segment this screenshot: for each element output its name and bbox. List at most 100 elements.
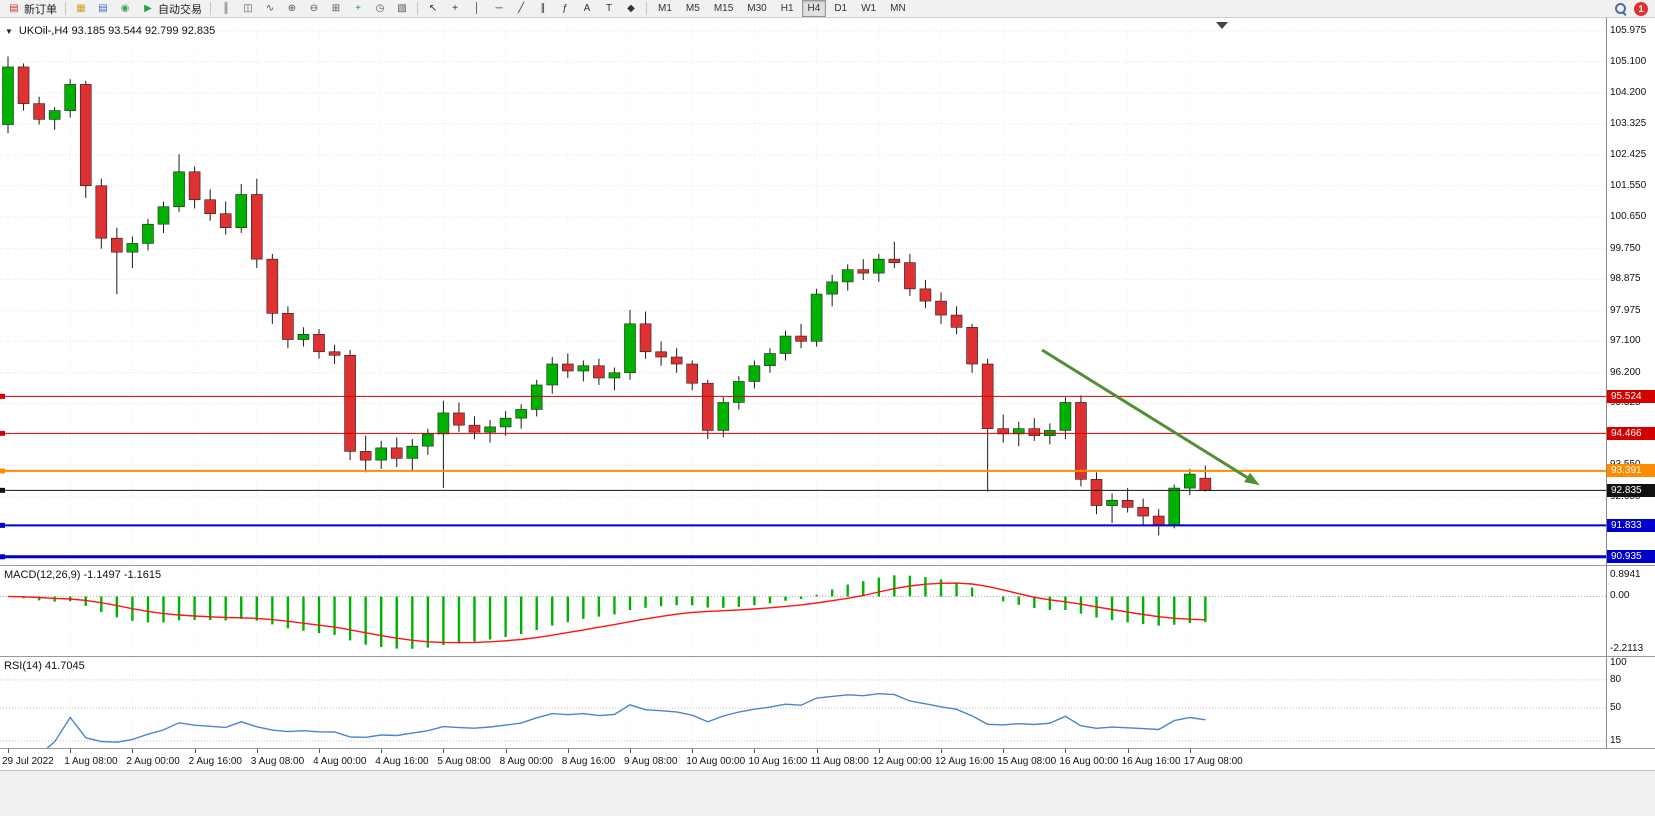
timeframe-h4-button[interactable]: H4 [801,0,827,17]
time-label: 2 Aug 00:00 [126,756,180,767]
time-label: 8 Aug 00:00 [499,756,553,767]
macd-histogram [22,575,1207,649]
bear-candle [1090,479,1103,506]
price-level-badge: 92.835 [1607,483,1655,497]
new-order-label: 新订单 [24,3,57,16]
macd-title: MACD(12,26,9) -1.1497 -1.1615 [4,569,162,581]
time-axis[interactable]: 29 Jul 2022 1 Aug 08:00 2 Aug 00:00 2 Aug 1… [0,748,1655,770]
horizontal-line-button[interactable]: ─ [488,0,510,18]
vertical-line-button[interactable]: │ [466,0,488,18]
templates-button[interactable]: ▧ [391,0,413,18]
timeframe-w1-button[interactable]: W1 [861,3,877,14]
crosshair-icon: + [452,2,458,14]
line-chart-button[interactable]: ∿ [259,0,281,18]
trendline-icon: ╱ [517,2,525,14]
timeframe-m15-button[interactable]: M15 [713,3,734,14]
bull-candle [577,365,590,372]
rsi-axis-label: 80 [1610,673,1622,685]
time-tick [630,749,631,753]
text-button[interactable]: A [576,0,598,18]
chart-title: ▼ UKOil-,H4 93.185 93.544 92.799 92.835 [5,25,215,37]
time-label: 9 Aug 08:00 [624,756,678,767]
timeframe-m1-button[interactable]: M1 [658,3,672,14]
bear-candle [561,363,574,372]
time-tick [941,749,942,753]
time-tick [754,749,756,753]
zoom-in-button[interactable]: ⊕ [281,0,303,18]
time-tick [505,749,507,753]
macd-panel[interactable]: MACD(12,26,9) -1.1497 -1.1615 0.8941 0.00… [0,565,1655,656]
bull-candle [406,445,419,459]
candles-layer[interactable] [2,56,1212,536]
notification-badge[interactable]: 1 [1634,1,1648,16]
shapes-button[interactable]: ◆ [620,0,642,18]
price-axis[interactable]: 105.975 105.100 104.200 103.325 102.425 101.5… [1606,18,1655,565]
bear-candle [935,300,947,316]
timeframe-mn-button[interactable]: MN [890,3,906,14]
bear-candle [219,213,232,229]
bear-candle [282,313,294,340]
price-level-badge: 93.391 [1607,464,1655,478]
timeframe-d1-button[interactable]: D1 [834,3,848,14]
rsi-canvas [0,657,1606,748]
macd-axis[interactable]: 0.8941 0.00 -2.2113 [1606,566,1655,656]
bear-candle [1121,500,1134,508]
trend-arrow[interactable] [1041,348,1260,486]
horizontal-line-icon: ─ [495,2,503,14]
vertical-line-icon: │ [473,2,481,14]
bull-candle [48,110,61,120]
zoom-in-icon: ⊕ [287,2,297,14]
indicators-button[interactable]: + [347,0,369,18]
price-axis-label: 103.325 [1610,117,1647,129]
one-click-trading-arrow[interactable]: ▼ [5,26,13,36]
fibonacci-button[interactable]: ƒ [554,0,576,18]
periods-button[interactable]: ◷ [369,0,391,18]
bull-candle [826,281,838,295]
chart-shift-marker[interactable] [1216,22,1228,29]
macd-axis-label: 0.00 [1610,590,1630,602]
strategy-tester-icon: ◉ [120,2,130,14]
time-tick [256,749,258,753]
time-label: 5 Aug 08:00 [437,756,491,767]
data-window-button[interactable]: ▤ [92,0,114,18]
trendline-button[interactable]: ╱ [510,0,532,18]
rsi-axis[interactable]: 100 80 50 15 [1606,657,1655,748]
candlestick-chart-button[interactable]: ◫ [237,0,259,18]
bear-candle [1152,515,1165,526]
rsi-panel[interactable]: RSI(14) 41.7045 100 80 50 15 [0,656,1655,748]
bull-candle [810,293,823,342]
crosshair-button[interactable]: + [444,0,466,18]
data-window-icon: ▤ [98,2,108,14]
bear-candle [359,451,372,461]
timeframe-m30-button[interactable]: M30 [747,3,767,14]
tile-windows-button[interactable]: ⊞ [325,0,347,18]
bear-candle [997,428,1010,435]
auto-trading-button[interactable]: ▶ 自动交易 [137,0,206,18]
market-watch-button[interactable]: ▦ [70,0,92,18]
timeframe-h1-button[interactable]: H1 [780,3,794,14]
bull-candle [126,243,139,253]
time-tick [319,749,320,753]
bull-candle [717,402,730,431]
strategy-tester-button[interactable]: ◉ [114,0,136,18]
levels-layer[interactable] [0,393,1606,560]
cursor-button[interactable]: ↖ [422,0,444,18]
zoom-out-button[interactable]: ⊖ [303,0,325,18]
channel-button[interactable]: ∥ [532,0,554,18]
price-chart-canvas[interactable] [0,18,1606,565]
timeframe-m5-button[interactable]: M5 [685,3,700,14]
price-chart-panel[interactable]: ▼ UKOil-,H4 93.185 93.544 92.799 92.835 … [0,18,1655,565]
price-axis-label: 97.975 [1610,304,1641,316]
time-label: 2 Aug 16:00 [188,756,242,767]
price-axis-label: 96.200 [1610,366,1641,378]
bull-candle [157,206,170,225]
bull-candle [1012,428,1025,435]
search-icon[interactable] [1613,1,1628,16]
bar-chart-button[interactable]: ║ [215,0,237,18]
bear-candle [95,185,108,239]
text-label-button[interactable]: T [598,0,620,18]
bull-candle [779,335,792,354]
bull-candle [64,84,76,111]
time-tick [1127,749,1129,753]
new-order-button[interactable]: ▤ 新订单 [3,0,61,18]
